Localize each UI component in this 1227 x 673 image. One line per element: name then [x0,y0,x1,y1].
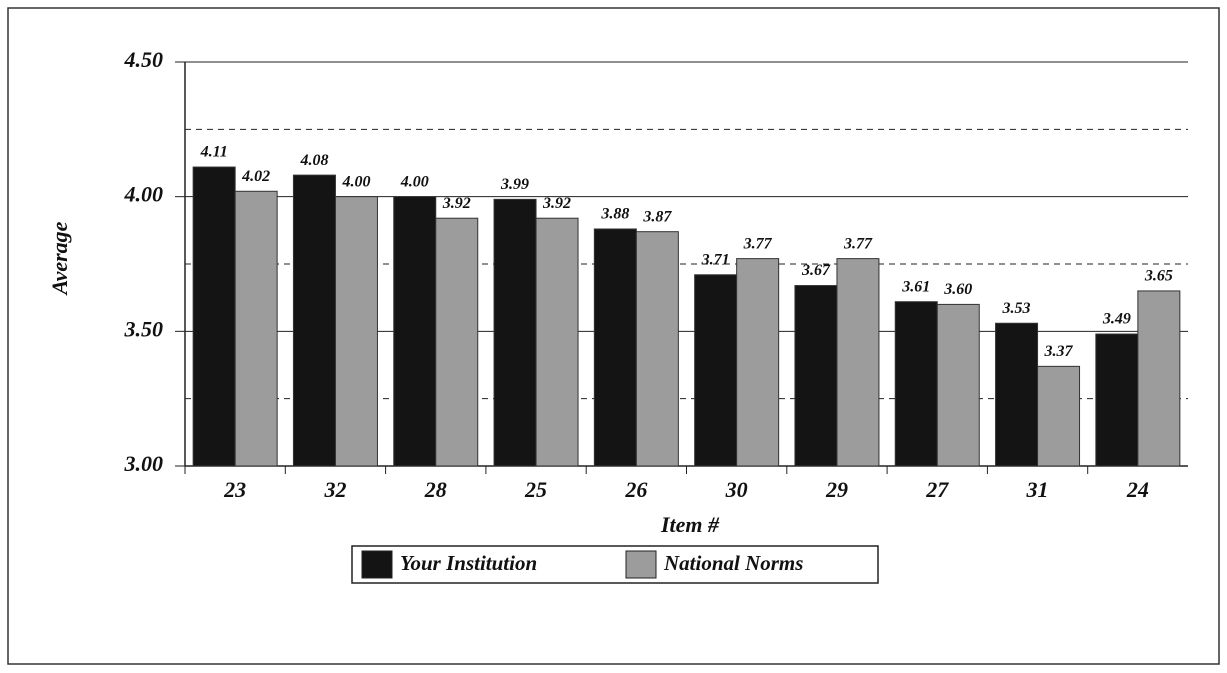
value-label: 3.77 [843,235,873,252]
value-label: 3.99 [500,176,529,193]
legend-box [351,545,879,584]
y-tick-label: 4.50 [124,47,164,72]
value-label: 3.92 [542,195,571,212]
bar [894,301,938,467]
x-tick-label: 27 [925,477,949,502]
x-tick-label: 25 [524,477,547,502]
bar [535,217,579,467]
value-label: 3.77 [743,235,773,252]
bar [192,166,236,467]
bar [493,198,537,467]
x-tick-label: 23 [223,477,246,502]
value-label: 3.67 [801,262,831,279]
x-tick-label: 24 [1126,477,1149,502]
bar [635,231,679,467]
value-label: 3.37 [1044,343,1074,360]
y-tick-label: 4.00 [124,182,164,207]
bar [736,258,780,467]
y-tick-label: 3.50 [124,316,164,341]
value-label: 3.65 [1144,268,1173,285]
bar [1137,290,1181,467]
value-label: 4.00 [400,173,429,190]
x-axis-label: Item # [660,512,720,537]
x-tick-label: 30 [725,477,748,502]
bar [393,196,437,467]
value-label: 3.53 [1002,300,1031,317]
x-tick-label: 31 [1026,477,1049,502]
legend-swatch [625,550,657,579]
legend-label: National Norms [663,551,803,575]
y-axis-label: Average [47,221,72,296]
value-label: 3.61 [901,278,930,295]
x-tick-label: 26 [624,477,647,502]
frame [7,7,1220,665]
value-label: 4.11 [200,144,228,161]
bar [836,258,880,467]
bar [1037,365,1081,467]
bar [435,217,479,467]
value-label: 4.00 [341,173,370,190]
bar [292,174,336,467]
value-label: 4.02 [241,168,270,185]
bar [334,196,378,467]
value-label: 3.49 [1102,311,1131,328]
bar [234,190,278,467]
value-label: 3.71 [701,251,730,268]
x-tick-label: 28 [424,477,447,502]
value-label: 3.87 [642,208,672,225]
bar [1095,333,1139,467]
value-label: 3.88 [600,206,629,223]
bar [936,303,980,467]
x-tick-label: 32 [323,477,346,502]
bar [694,274,738,467]
x-tick-label: 29 [825,477,848,502]
value-label: 4.08 [299,152,328,169]
legend-label: Your Institution [400,551,537,575]
value-label: 3.60 [943,281,972,298]
bar [995,322,1039,467]
bar [794,285,838,467]
value-label: 3.92 [442,195,471,212]
bar [593,228,637,467]
legend-swatch [361,550,393,579]
y-tick-label: 3.00 [124,451,164,476]
